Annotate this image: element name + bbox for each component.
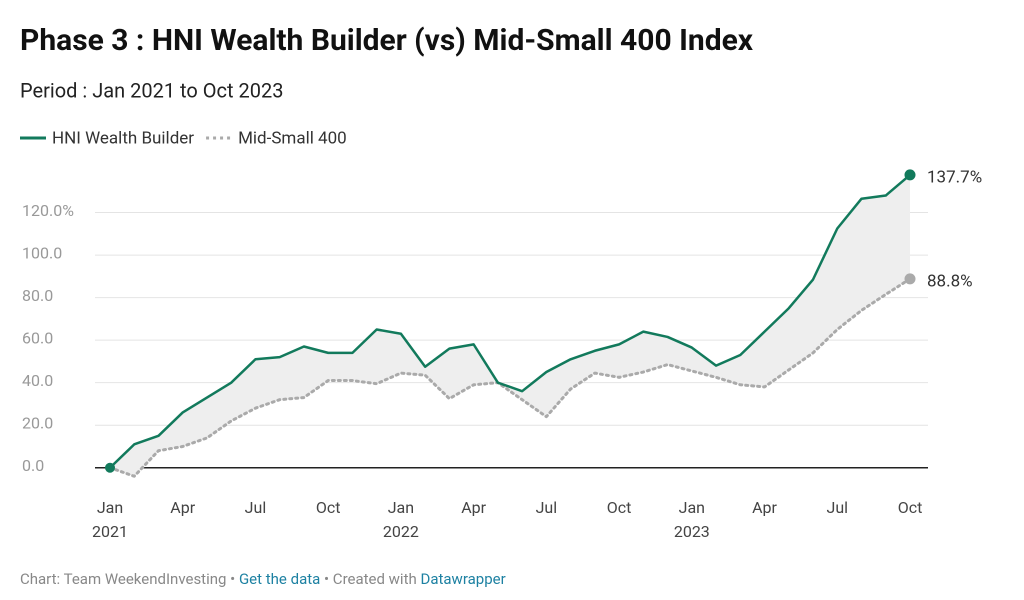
x-tick-label: Oct bbox=[898, 498, 923, 517]
footer: Chart: Team WeekendInvesting • Get the d… bbox=[20, 570, 506, 588]
x-tick-label: Jan bbox=[388, 498, 414, 517]
x-tick-label: Apr bbox=[461, 498, 486, 517]
footer-link[interactable]: Datawrapper bbox=[420, 570, 505, 588]
footer-sep: • bbox=[226, 570, 239, 588]
legend-label: HNI Wealth Builder bbox=[52, 128, 194, 148]
x-tick-label: Oct bbox=[316, 498, 341, 517]
x-tick-label: Jan bbox=[679, 498, 705, 517]
y-tick-label: 0.0 bbox=[22, 456, 44, 475]
y-tick-label: 80.0 bbox=[22, 286, 53, 305]
start-dot bbox=[105, 462, 115, 473]
x-tick-label: Apr bbox=[170, 498, 195, 517]
x-year-label: 2022 bbox=[383, 522, 419, 541]
y-tick-label: 120.0% bbox=[22, 201, 74, 220]
y-tick-label: 40.0 bbox=[22, 371, 53, 390]
x-tick-label: Jul bbox=[245, 498, 267, 517]
value-label: 137.7% bbox=[927, 167, 982, 187]
x-tick-label: Jul bbox=[536, 498, 558, 517]
legend-label: Mid-Small 400 bbox=[238, 128, 347, 148]
series-line bbox=[108, 277, 912, 478]
x-year-label: 2023 bbox=[674, 522, 710, 541]
footer-source: Chart: Team WeekendInvesting bbox=[20, 570, 226, 588]
x-tick-label: Jul bbox=[826, 498, 848, 517]
x-tick-label: Apr bbox=[752, 498, 777, 517]
footer-sep: • Created with bbox=[320, 570, 420, 588]
end-dot bbox=[904, 169, 916, 181]
footer-link[interactable]: Get the data bbox=[239, 570, 320, 588]
chart-subtitle: Period : Jan 2021 to Oct 2023 bbox=[20, 78, 283, 102]
x-tick-label: Jan bbox=[97, 498, 123, 517]
x-tick-label: Oct bbox=[607, 498, 632, 517]
chart-title: Phase 3 : HNI Wealth Builder (vs) Mid-Sm… bbox=[20, 23, 754, 58]
x-year-label: 2021 bbox=[92, 522, 128, 541]
series-line bbox=[108, 173, 912, 469]
end-dot bbox=[904, 273, 916, 285]
fill-between bbox=[110, 174, 910, 477]
y-tick-label: 100.0 bbox=[22, 243, 62, 262]
y-tick-label: 60.0 bbox=[22, 328, 53, 347]
y-tick-label: 20.0 bbox=[22, 413, 53, 432]
value-label: 88.8% bbox=[927, 271, 973, 291]
